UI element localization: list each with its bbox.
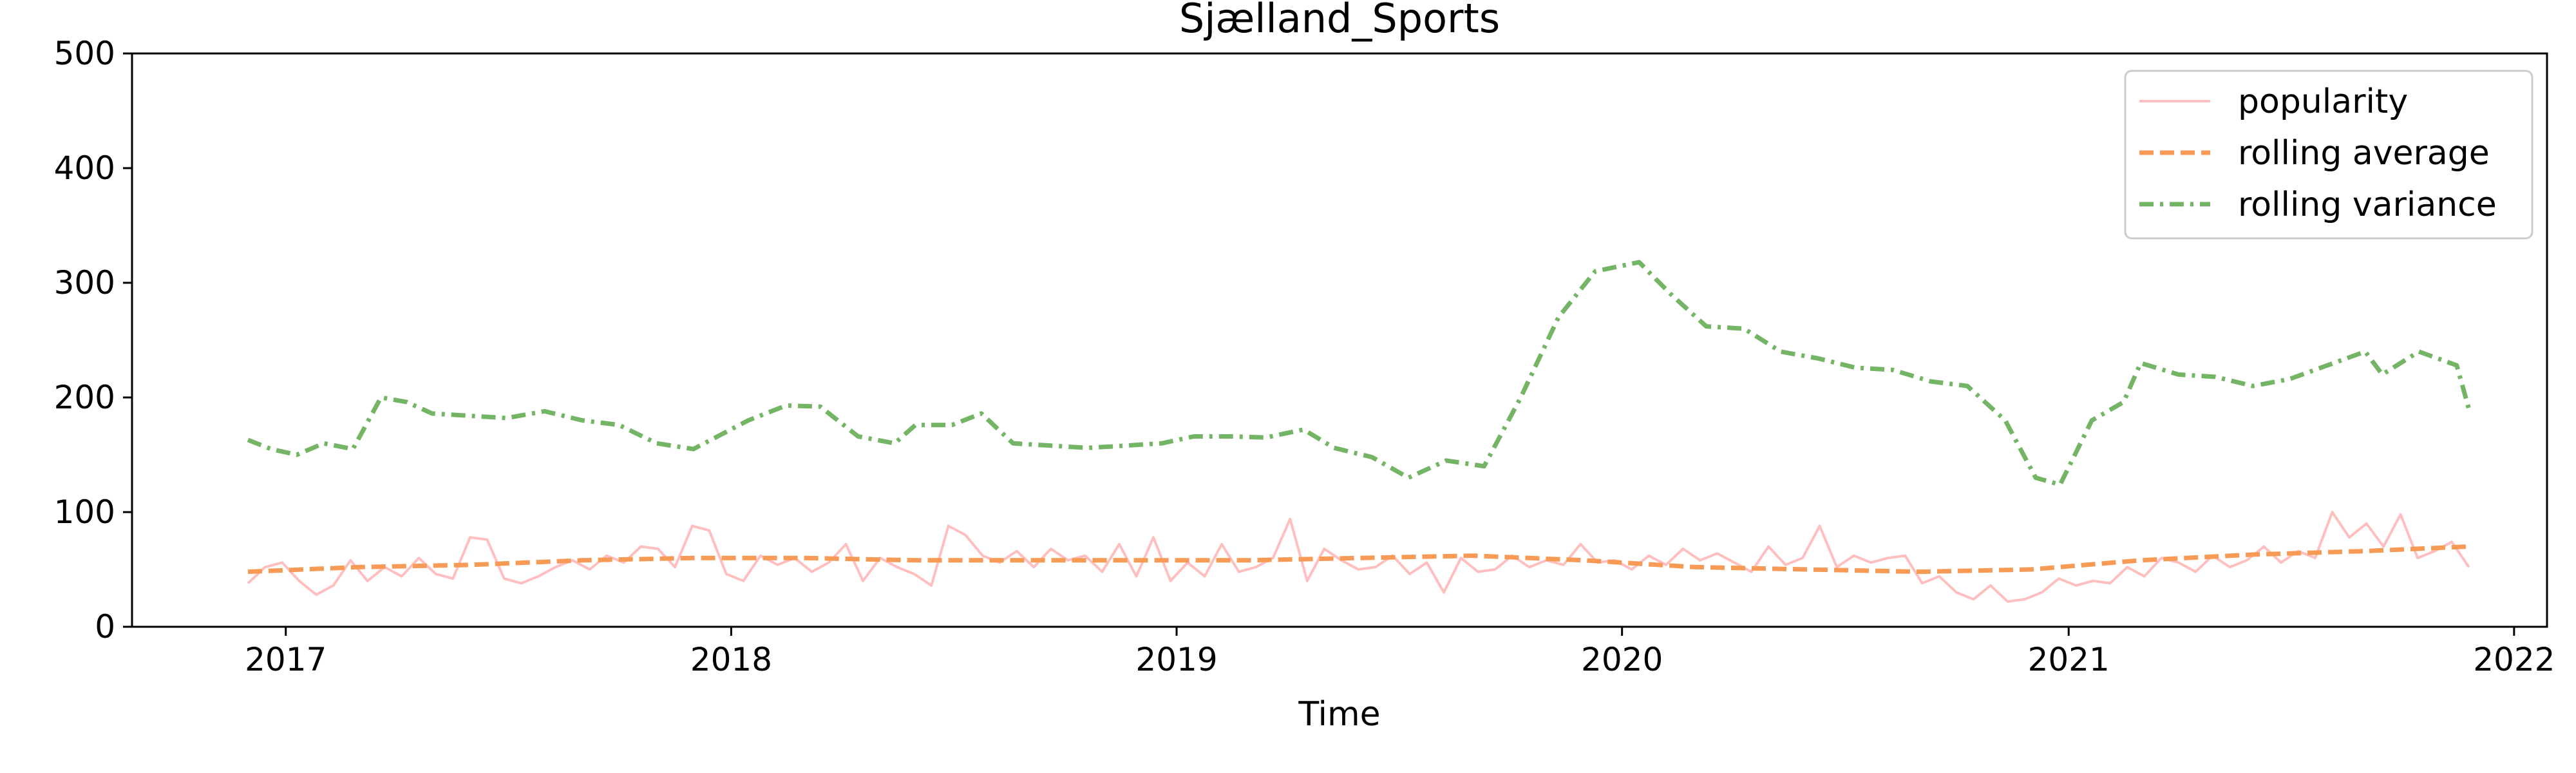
legend-label: popularity	[2238, 82, 2408, 121]
y-tick-label: 200	[54, 379, 115, 416]
legend-label: rolling variance	[2238, 186, 2497, 224]
y-tick-label: 400	[54, 149, 115, 187]
x-tick-label: 2018	[690, 641, 772, 678]
series-line-popularity	[247, 511, 2470, 603]
legend-label: rolling average	[2238, 134, 2490, 173]
series-line-rolling-variance	[247, 260, 2472, 487]
x-axis: 2017 2018 2019 2020 2021 2022	[245, 627, 2555, 678]
x-axis-title: Time	[1298, 695, 1380, 734]
x-tick-label: 2019	[1135, 641, 1217, 678]
y-tick-label: 0	[95, 608, 115, 645]
y-tick-label: 300	[54, 264, 115, 301]
x-tick-label: 2020	[1581, 641, 1663, 678]
plot-area	[247, 260, 2472, 603]
legend: popularity rolling average rolling varianc…	[2124, 70, 2533, 240]
series-line-rolling-average	[247, 544, 2469, 575]
x-tick-label: 2017	[245, 641, 327, 678]
plot-frame	[131, 52, 2548, 628]
x-tick-label: 2022	[2473, 641, 2555, 678]
y-tick-label: 500	[54, 35, 115, 72]
x-tick-label: 2021	[2028, 641, 2110, 678]
legend-box	[2124, 70, 2533, 240]
chart-title: Sjælland_Sports	[1179, 0, 1500, 42]
y-axis: 0 100 200 300 400 500	[54, 35, 132, 645]
y-tick-label: 100	[54, 493, 115, 531]
